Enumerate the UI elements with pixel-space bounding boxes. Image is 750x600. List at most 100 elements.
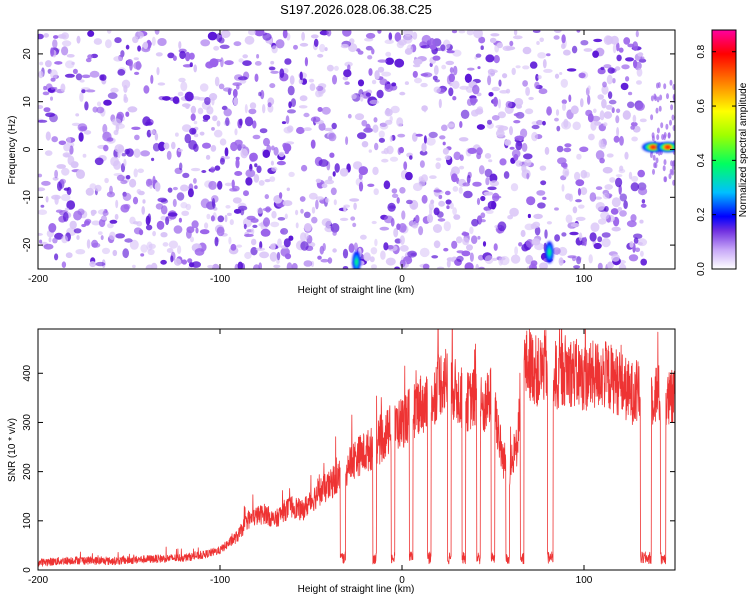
spectrogram-speckle xyxy=(149,129,156,135)
spectrogram-speckle xyxy=(666,93,669,100)
spectrogram-speckle xyxy=(623,200,628,210)
spectrogram-speckle xyxy=(252,224,258,228)
spectrogram-speckle xyxy=(76,235,80,240)
spectrogram-speckle xyxy=(151,157,155,162)
spectrogram-speckle xyxy=(599,110,605,121)
spectrogram-speckle xyxy=(419,150,428,156)
spectrogram-speckle xyxy=(512,35,523,40)
spectrogram-speckle xyxy=(374,70,380,80)
spectrogram-speckle xyxy=(633,237,639,244)
snr-frame xyxy=(37,328,676,571)
spectrogram-speckle xyxy=(518,242,523,247)
spectrogram-speckle xyxy=(148,243,156,249)
spectrogram-speckle xyxy=(54,195,59,205)
spectrogram-speckle xyxy=(603,111,613,119)
spectrogram-speckle xyxy=(339,168,349,177)
spectrogram-speckle xyxy=(125,111,130,117)
spectrogram-speckle xyxy=(189,52,195,60)
spectrogram-speckle xyxy=(480,219,486,223)
spectrogram-speckle xyxy=(556,125,561,132)
spectrogram-speckle xyxy=(145,178,153,187)
spectrogram-speckle xyxy=(332,230,337,236)
spectrogram-speckle xyxy=(587,94,591,105)
spectrogram-speckle xyxy=(672,93,675,100)
spectrogram-speckle xyxy=(129,178,137,188)
spectrogram-speckle xyxy=(201,170,207,173)
spectrogram-speckle xyxy=(466,174,471,184)
x-tick-label: -200 xyxy=(28,274,48,285)
spectrogram-speckle xyxy=(419,247,430,258)
spectrogram-speckle xyxy=(38,33,44,40)
spectrogram-speckle xyxy=(342,266,349,269)
spectrogram-speckle xyxy=(160,215,167,221)
spectrogram-speckle xyxy=(627,101,635,109)
spectrogram-speckle xyxy=(96,106,105,114)
spectrogram-speckle xyxy=(491,115,500,121)
spectrogram-speckle xyxy=(184,91,194,102)
spectrogram-speckle xyxy=(313,38,319,48)
spectrogram-speckle xyxy=(480,212,486,219)
spectrogram-speckle xyxy=(449,67,454,74)
spectrogram-speckle xyxy=(369,99,380,105)
spectrogram-speckle xyxy=(458,30,466,34)
spectrogram-speckle xyxy=(515,160,523,167)
spectrogram-speckle xyxy=(484,168,493,178)
spectrogram-speckle xyxy=(356,48,361,52)
spectrogram-speckle xyxy=(219,138,227,146)
spectrogram-speckle xyxy=(509,126,513,136)
spectrogram-speckle xyxy=(409,155,413,160)
spectrogram-speckle xyxy=(607,261,613,269)
spectrogram-speckle xyxy=(657,82,661,88)
spectrogram-speckle xyxy=(544,229,548,239)
spectrogram-speckle xyxy=(256,54,260,59)
spectrogram-speckle xyxy=(295,209,299,216)
spectrogram-speckle xyxy=(113,56,123,62)
spectrogram-speckle xyxy=(278,192,283,199)
spectrogram-speckle xyxy=(602,166,613,174)
spectrogram-speckle xyxy=(532,221,541,228)
spectrogram-speckle xyxy=(217,215,225,223)
spectrogram-speckle xyxy=(618,184,622,195)
spectrogram-speckle xyxy=(93,38,103,45)
spectrogram-speckle xyxy=(342,76,349,81)
spectrogram-speckle xyxy=(214,165,221,171)
spectrogram-speckle xyxy=(483,191,494,196)
spectrogram-speckle xyxy=(492,192,500,202)
spectrogram-speckle xyxy=(209,93,218,101)
spectrogram-speckle xyxy=(94,184,102,192)
spectrogram-speckle xyxy=(593,108,597,114)
spectrogram-speckle xyxy=(533,213,543,219)
spectrogram-speckle xyxy=(214,236,219,247)
spectrogram-speckle xyxy=(513,113,520,117)
spectrogram-speckle xyxy=(252,120,257,129)
spectrogram-speckle xyxy=(156,220,165,230)
spectrogram-speckle xyxy=(234,171,243,176)
y-tick-label: 200 xyxy=(22,463,33,480)
spectrogram-speckle xyxy=(54,169,58,179)
spectrogram-speckle xyxy=(228,236,232,245)
spectrogram-speckle xyxy=(144,121,153,126)
spectrogram-speckle xyxy=(371,264,377,269)
spectrogram-speckle xyxy=(426,214,434,223)
spectrogram-speckle xyxy=(344,81,350,85)
spectrogram-speckle xyxy=(572,121,581,131)
spectrogram-speckle xyxy=(321,183,328,189)
spectrogram-speckle xyxy=(132,264,136,269)
spectrogram-speckle xyxy=(133,148,141,158)
spectrogram-speckle xyxy=(378,130,385,138)
spectrogram-speckle xyxy=(652,154,656,161)
spectrogram-speckle xyxy=(216,226,225,237)
spectrogram-speckle xyxy=(384,108,393,117)
spectrogram-speckle xyxy=(384,83,394,92)
spectrogram-speckle xyxy=(94,157,104,166)
spectrogram-speckle xyxy=(166,248,174,253)
spectrogram-speckle xyxy=(604,184,613,190)
spectrogram-speckle xyxy=(420,82,428,88)
spectrogram-speckle xyxy=(185,203,192,211)
x-tick-label: -100 xyxy=(210,274,230,285)
spectrogram-speckle xyxy=(258,91,262,97)
spectrogram-speckle xyxy=(632,114,637,123)
spectrogram-speckle xyxy=(603,122,608,127)
spectrogram-y-label: Frequency (Hz) xyxy=(7,116,18,185)
spectrogram-speckle xyxy=(591,115,601,122)
